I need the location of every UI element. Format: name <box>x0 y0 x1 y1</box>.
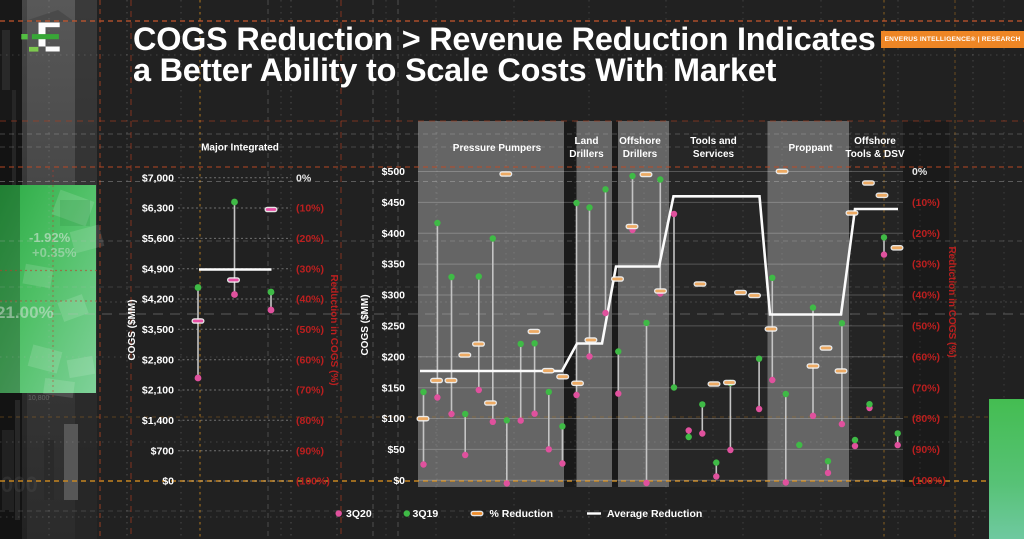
svg-text:(80%): (80%) <box>296 415 324 427</box>
svg-text:$7,000: $7,000 <box>142 172 174 184</box>
svg-text:(90%): (90%) <box>912 444 940 456</box>
svg-text:$150: $150 <box>382 382 406 394</box>
svg-text:Tools & DSV: Tools & DSV <box>845 149 905 160</box>
svg-text:$50: $50 <box>387 444 405 456</box>
svg-text:$250: $250 <box>382 321 406 333</box>
svg-text:$0: $0 <box>393 475 405 487</box>
svg-text:Offshore: Offshore <box>619 136 661 147</box>
svg-text:3Q19: 3Q19 <box>413 508 439 520</box>
svg-text:(20%): (20%) <box>296 233 324 245</box>
svg-text:(70%): (70%) <box>296 385 324 397</box>
svg-text:$200: $200 <box>382 351 406 363</box>
svg-text:0%: 0% <box>912 166 928 178</box>
svg-text:(30%): (30%) <box>912 259 940 271</box>
svg-text:(60%): (60%) <box>296 354 324 366</box>
svg-text:(60%): (60%) <box>912 351 940 363</box>
svg-text:$5,600: $5,600 <box>142 233 174 245</box>
svg-text:$4,900: $4,900 <box>142 263 174 275</box>
svg-text:Reduction in COGS (%): Reduction in COGS (%) <box>946 246 957 357</box>
svg-text:Offshore: Offshore <box>854 136 896 147</box>
svg-text:COGS ($MM): COGS ($MM) <box>360 294 371 355</box>
svg-text:(100%): (100%) <box>912 475 946 487</box>
svg-text:$450: $450 <box>382 197 406 209</box>
svg-text:$700: $700 <box>151 445 175 457</box>
svg-text:Services: Services <box>693 149 735 160</box>
svg-text:(90%): (90%) <box>296 445 324 457</box>
svg-text:$2,100: $2,100 <box>142 385 174 397</box>
svg-text:$300: $300 <box>382 290 406 302</box>
svg-text:(70%): (70%) <box>912 382 940 394</box>
svg-text:Drillers: Drillers <box>623 149 658 160</box>
svg-text:3Q20: 3Q20 <box>346 508 372 520</box>
svg-text:Land: Land <box>575 136 599 147</box>
svg-text:000: 000 <box>1 472 38 497</box>
svg-text:(20%): (20%) <box>912 228 940 240</box>
svg-text:$2,800: $2,800 <box>142 354 174 366</box>
svg-text:COGS ($MM): COGS ($MM) <box>127 299 138 360</box>
svg-text:0%: 0% <box>296 172 312 184</box>
svg-text:(10%): (10%) <box>296 203 324 215</box>
svg-text:(100%): (100%) <box>296 476 330 488</box>
svg-text:Proppant: Proppant <box>789 143 834 154</box>
svg-text:Tools and: Tools and <box>690 136 736 147</box>
svg-text:$3,500: $3,500 <box>142 324 174 336</box>
svg-text:Average Reduction: Average Reduction <box>607 508 702 520</box>
svg-text:$0: $0 <box>162 476 174 488</box>
svg-text:$400: $400 <box>382 228 406 240</box>
svg-text:(40%): (40%) <box>912 290 940 302</box>
svg-text:$6,300: $6,300 <box>142 203 174 215</box>
svg-text:% Reduction: % Reduction <box>490 508 554 520</box>
svg-text:$4,200: $4,200 <box>142 294 174 306</box>
svg-text:(40%): (40%) <box>296 294 324 306</box>
svg-text:$1,400: $1,400 <box>142 415 174 427</box>
svg-text:$350: $350 <box>382 259 406 271</box>
svg-text:Reduction in COGS (%): Reduction in COGS (%) <box>328 274 339 385</box>
svg-text:$100: $100 <box>382 413 406 425</box>
svg-text:-1.92%: -1.92% <box>29 230 71 245</box>
svg-text:Pressure Pumpers: Pressure Pumpers <box>453 143 542 154</box>
svg-text:Major Integrated: Major Integrated <box>201 143 279 154</box>
svg-text:(80%): (80%) <box>912 413 940 425</box>
svg-text:Drillers: Drillers <box>569 149 604 160</box>
svg-text:(50%): (50%) <box>912 321 940 333</box>
svg-text:21.00%: 21.00% <box>0 303 54 322</box>
svg-text:(30%): (30%) <box>296 263 324 275</box>
svg-text:(10%): (10%) <box>912 197 940 209</box>
svg-text:10,800: 10,800 <box>28 395 50 402</box>
svg-text:$500: $500 <box>382 166 406 178</box>
svg-text:(50%): (50%) <box>296 324 324 336</box>
svg-text:+0.35%: +0.35% <box>32 245 77 260</box>
